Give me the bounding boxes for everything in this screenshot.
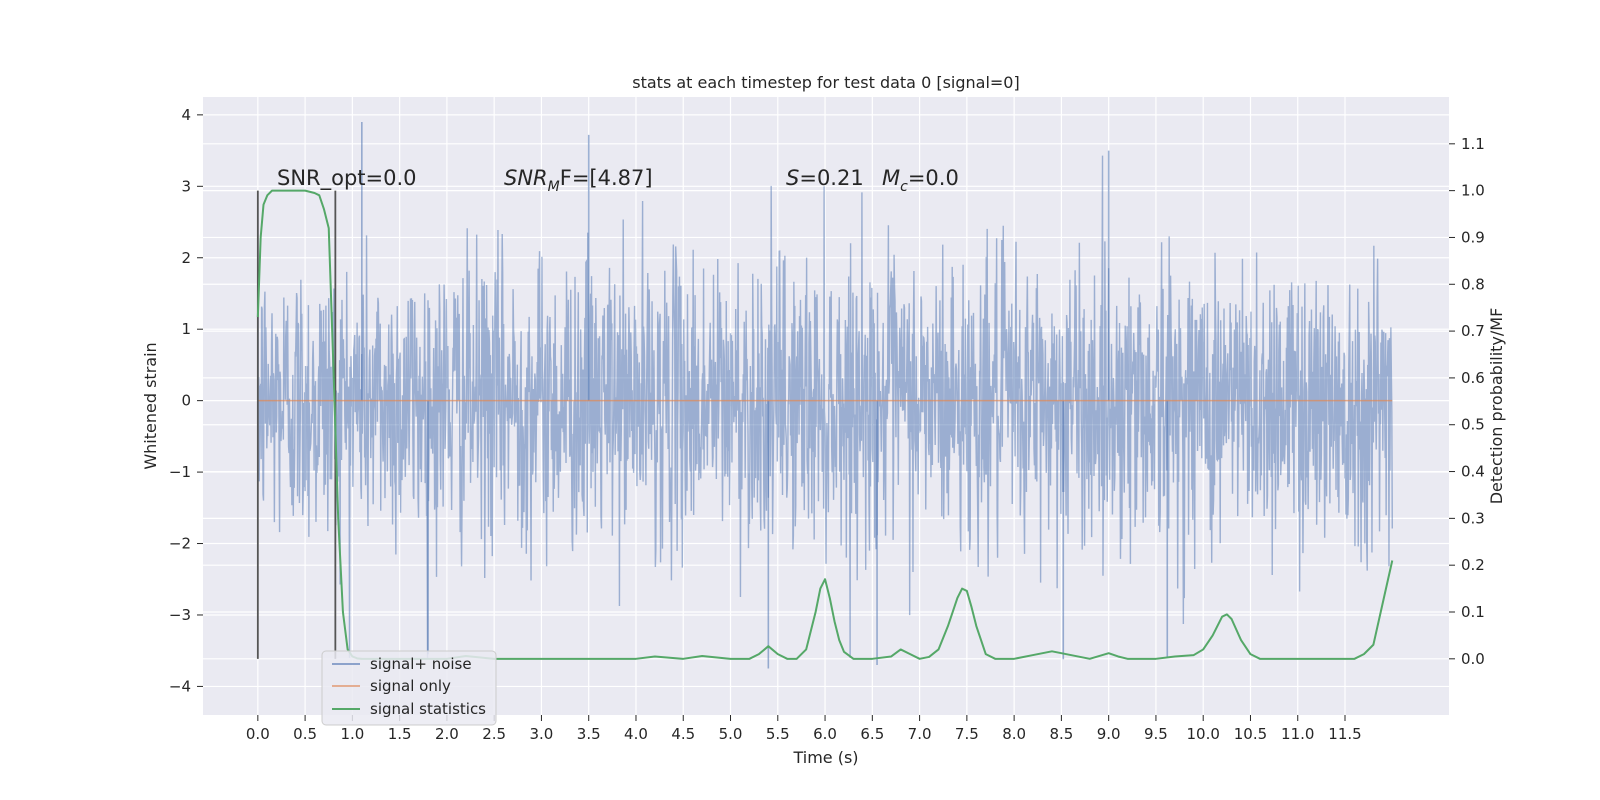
y-tick-label: −1: [169, 463, 191, 481]
legend: signal+ noise signal only signal statist…: [321, 650, 497, 726]
legend-label-signal-statistics: signal statistics: [370, 700, 486, 718]
x-tick-label: 9.5: [1144, 725, 1168, 743]
y2-tick-label: 0.7: [1461, 322, 1485, 340]
y-tick-label: 2: [181, 249, 191, 267]
signal-noise-line: [257, 155, 1393, 658]
x-tick-label: 1.5: [388, 725, 412, 743]
y2-tick-label: 0.9: [1461, 228, 1485, 246]
y-tick-label: −3: [169, 606, 191, 624]
x-tick-label: 6.5: [860, 725, 884, 743]
signal-statistics-line: [256, 189, 1394, 660]
y-tick-label: 0: [181, 392, 191, 410]
y-tick-label: −4: [169, 677, 191, 695]
annotation-s-symbol: S: [786, 166, 799, 190]
annotation-snr-mf-base: SNR: [504, 166, 548, 190]
x-tick-label: 3.0: [530, 725, 554, 743]
annotation-mc-value: Mc=0.0: [882, 166, 959, 195]
y2-tick-label: 1.0: [1461, 182, 1485, 200]
chart-title: stats at each timestep for test data 0 […: [632, 73, 1019, 92]
y2-tick-label: 0.8: [1461, 275, 1485, 293]
x-tick-label: 5.5: [766, 725, 790, 743]
annotation-mc-sub: c: [900, 179, 908, 195]
y2-tick-label: 0.3: [1461, 509, 1485, 527]
x-tick-label: 10.5: [1234, 725, 1267, 743]
x-tick-label: 0.5: [293, 725, 317, 743]
legend-frame: [321, 650, 497, 726]
x-tick-label: 11.0: [1281, 725, 1314, 743]
annotation-snr-mf-rest: F=[4.87]: [560, 166, 653, 190]
x-tick-label: 3.5: [577, 725, 601, 743]
x-tick-label: 2.0: [435, 725, 459, 743]
annotation-mc-rest: =0.0: [908, 166, 959, 190]
x-tick-label: 8.0: [1002, 725, 1026, 743]
y2-tick-label: 0.5: [1461, 416, 1485, 434]
y2-tick-label: 0.1: [1461, 603, 1485, 621]
x-tick-label: 10.0: [1187, 725, 1220, 743]
x-tick-label: 8.5: [1049, 725, 1073, 743]
x-tick-label: 7.0: [908, 725, 932, 743]
y-tick-label: 4: [181, 106, 191, 124]
x-tick-label: 5.0: [719, 725, 743, 743]
x-tick-label: 2.5: [482, 725, 506, 743]
annotation-snr-mf-sub: M: [548, 179, 560, 195]
annotation-snr-mf: SNRMF=[4.87]: [504, 166, 653, 195]
right-y-axis-label: Detection probability/MF: [1487, 308, 1506, 505]
legend-label-signal-only: signal only: [370, 677, 451, 695]
signal-statistics-series: [256, 189, 1394, 660]
signal-noise-series: [257, 122, 1393, 669]
y-tick-label: 3: [181, 177, 191, 195]
y2-tick-label: 0.6: [1461, 369, 1485, 387]
y-tick-label: 1: [181, 320, 191, 338]
x-tick-label: 1.0: [340, 725, 364, 743]
annotation-snr-opt: SNR_opt=0.0: [277, 166, 417, 191]
x-axis-label: Time (s): [792, 748, 858, 767]
annotation-mc-symbol: M: [882, 166, 900, 190]
y-axis-label: Whitened strain: [141, 342, 160, 469]
x-tick-label: 7.5: [955, 725, 979, 743]
y-tick-label: −2: [169, 535, 191, 553]
x-tick-label: 4.0: [624, 725, 648, 743]
x-tick-label: 9.0: [1097, 725, 1121, 743]
y2-tick-label: 0.0: [1461, 650, 1485, 668]
annotation-s-value: S=0.21: [786, 166, 864, 190]
y2-tick-label: 0.4: [1461, 463, 1485, 481]
right-y-axis-ticks: 0.0 0.1 0.2 0.3 0.4 0.5 0.6 0.7 0.8 0.9 1.0 1.1: [1449, 135, 1485, 668]
y2-tick-label: 1.1: [1461, 135, 1485, 153]
x-tick-label: 0.0: [246, 725, 270, 743]
x-tick-label: 4.5: [671, 725, 695, 743]
x-axis-ticks: 0.0 0.5 1.0 1.5 2.0 2.5 3.0 3.5 4.0 4.5 5.0 5.5 6.0 6…: [246, 715, 1362, 743]
legend-label-signal-noise: signal+ noise: [370, 655, 472, 673]
annotation-s-rest: =0.21: [799, 166, 863, 190]
x-tick-label: 11.5: [1328, 725, 1361, 743]
y-axis-ticks: −4 −3 −2 −1 0 1 2 3 4: [169, 106, 203, 695]
x-tick-label: 6.0: [813, 725, 837, 743]
y2-tick-label: 0.2: [1461, 556, 1485, 574]
